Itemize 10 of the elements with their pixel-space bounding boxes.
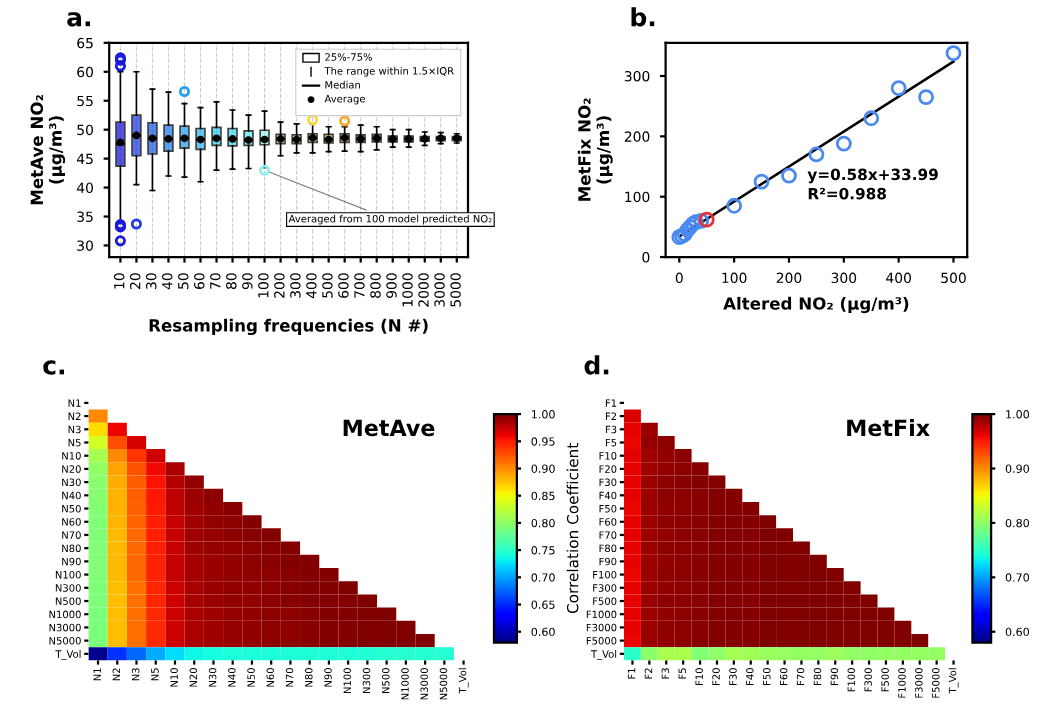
y-axis-title: MetAve NO₂ (μg/m³) (30, 95, 66, 205)
annotation: MetFix (847, 419, 930, 437)
chart-title: d. (584, 355, 609, 375)
chart-title: b. (631, 7, 655, 27)
chart-title: a. (67, 12, 90, 27)
x-axis-title: Altered NO₂ (μg/m³) (723, 296, 909, 314)
x-axis-title: Resampling frequencies (N #) (149, 318, 428, 336)
annotation: MetAve (343, 419, 435, 437)
y-axis-title: MetFix NO₂ (μg/m³) (577, 98, 613, 201)
chart-title: c. (43, 360, 64, 375)
